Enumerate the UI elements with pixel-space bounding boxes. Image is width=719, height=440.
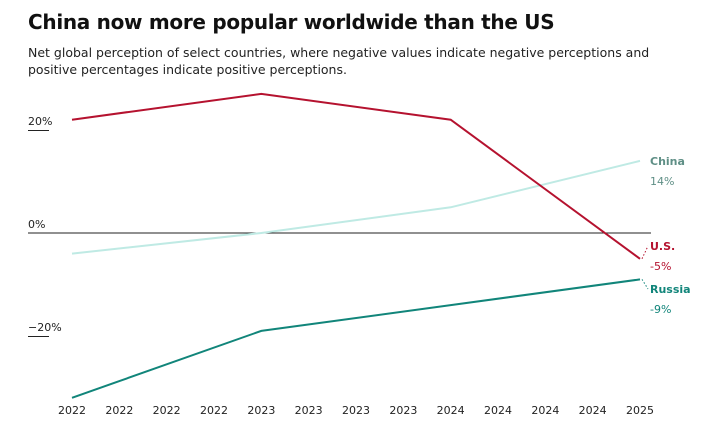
chart-title: China now more popular worldwide than th… <box>28 10 555 34</box>
y-tick-label: 20% <box>28 115 52 128</box>
x-tick-label: 2022 <box>58 404 86 417</box>
x-tick-label: 2024 <box>579 404 607 417</box>
series-value-russia: -9% <box>650 303 671 316</box>
label-leader-us <box>641 245 649 259</box>
x-tick-label: 2024 <box>484 404 512 417</box>
x-tick-label: 2025 <box>626 404 654 417</box>
x-tick-label: 2022 <box>200 404 228 417</box>
series-value-china: 14% <box>650 175 674 188</box>
series-label-russia: Russia <box>650 283 691 296</box>
y-tick-label: −20% <box>28 321 62 334</box>
series-label-china: China <box>650 155 685 168</box>
x-tick-label: 2024 <box>531 404 559 417</box>
x-tick-label: 2023 <box>247 404 275 417</box>
chart-subtitle: Net global perception of select countrie… <box>28 45 650 77</box>
series-line-china <box>71 159 641 255</box>
x-tick-label: 2022 <box>153 404 181 417</box>
x-tick-label: 2024 <box>437 404 465 417</box>
series-label-us: U.S. <box>650 240 675 253</box>
x-tick-label: 2022 <box>105 404 133 417</box>
series-value-us: -5% <box>650 260 671 273</box>
x-tick-label: 2023 <box>342 404 370 417</box>
series-line-russia <box>71 278 641 399</box>
x-tick-label: 2023 <box>389 404 417 417</box>
x-tick-label: 2023 <box>295 404 323 417</box>
y-tick-label: 0% <box>28 218 45 231</box>
label-leader-russia <box>641 279 649 290</box>
series-line-us <box>71 92 641 260</box>
